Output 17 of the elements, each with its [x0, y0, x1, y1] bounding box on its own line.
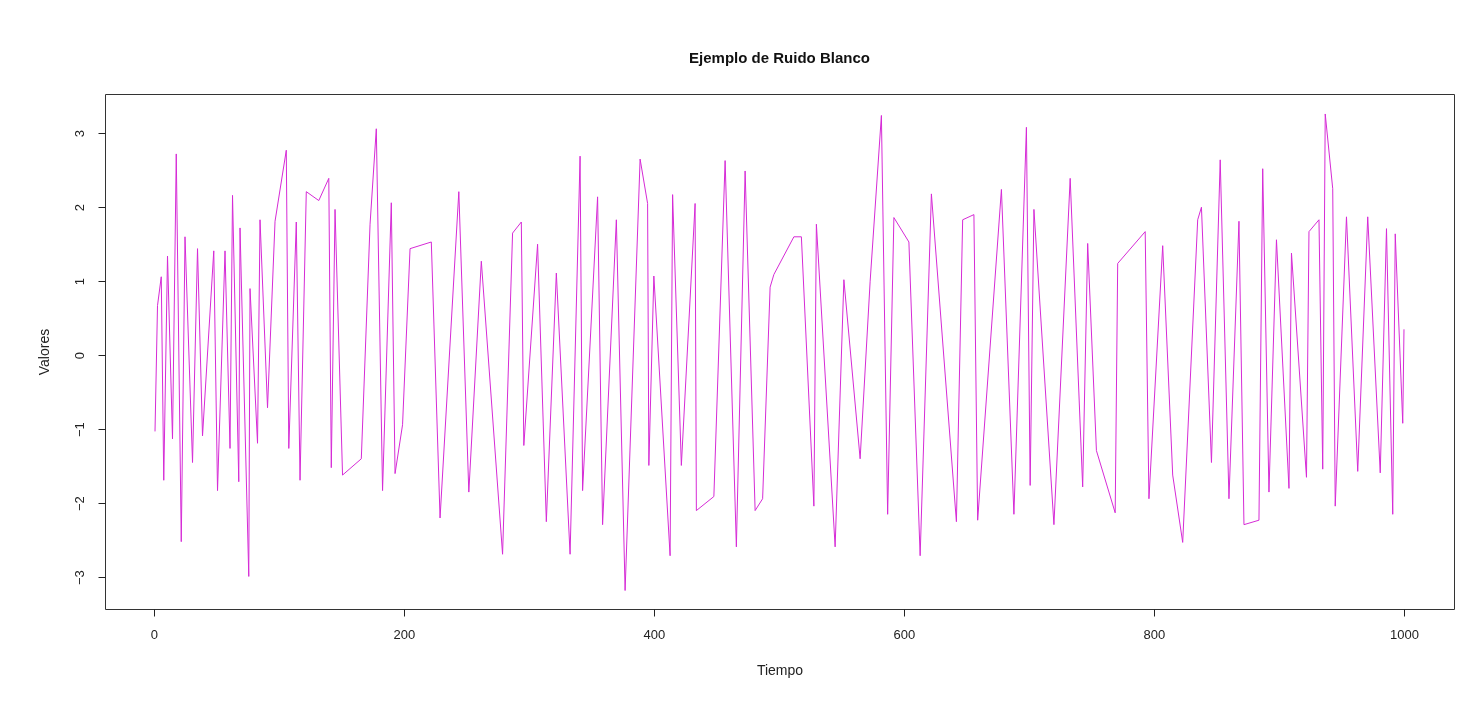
y-tick-label: 0: [71, 352, 87, 360]
x-tick-label: 800: [1143, 626, 1166, 642]
y-tick-label: 3: [71, 130, 87, 138]
x-tick-label: 0: [150, 626, 158, 642]
y-tick-label: −3: [71, 570, 87, 586]
x-tick-label: 200: [393, 626, 416, 642]
y-tick-label: 1: [71, 278, 87, 286]
y-axis-title: Valores: [35, 328, 52, 376]
x-tick-label: 600: [893, 626, 916, 642]
x-tick-label: 400: [643, 626, 666, 642]
x-axis-title: Tiempo: [756, 661, 804, 678]
y-tick-label: −1: [71, 422, 87, 438]
line-series: [154, 113, 1405, 591]
y-tick-label: 2: [71, 204, 87, 212]
x-tick-label: 1000: [1390, 626, 1419, 642]
chart-title: Ejemplo de Ruido Blanco: [689, 49, 870, 66]
y-tick-label: −2: [71, 496, 87, 512]
